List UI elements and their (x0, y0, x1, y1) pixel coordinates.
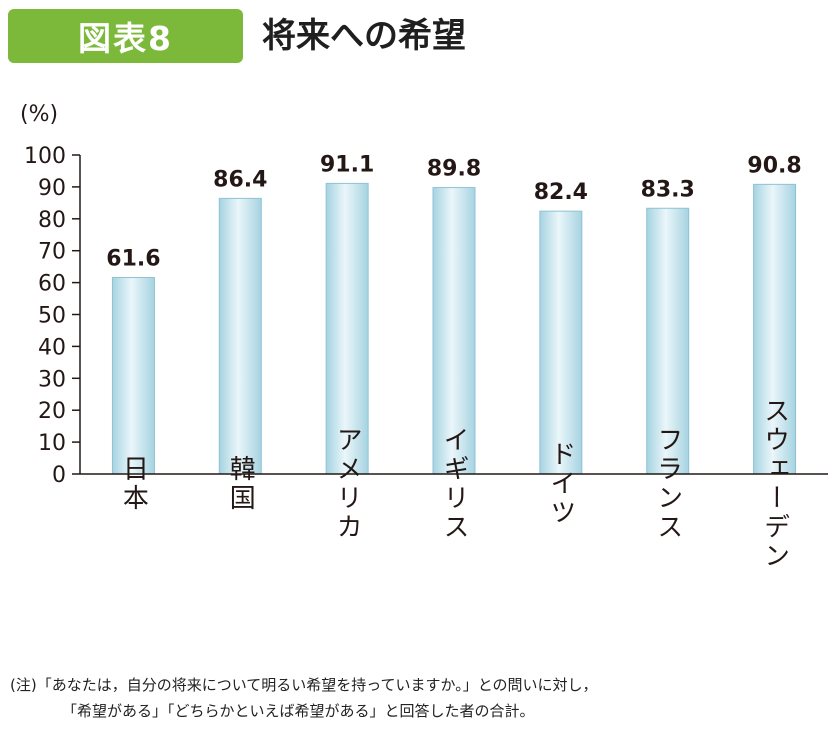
y-tick-label: 60 (38, 272, 66, 297)
footnote: (注)「あなたは，自分の将来について明るい希望を持っていますか。」との問いに対し… (10, 672, 836, 724)
y-tick-label: 50 (38, 304, 66, 329)
bar (325, 182, 369, 475)
y-tick-label: 80 (38, 208, 66, 233)
y-tick-label: 10 (38, 431, 66, 456)
category-label: イギリス (439, 426, 469, 542)
footnote-line-2: 「希望がある」「どちらかといえば希望がある」と回答した者の合計。 (62, 702, 535, 720)
bar-value-label: 82.4 (534, 180, 588, 205)
y-tick-label: 20 (38, 399, 66, 424)
category-label: 日本 (118, 455, 148, 513)
y-tick-label: 0 (52, 463, 66, 488)
category-label: フランス (653, 426, 683, 542)
y-tick-label: 30 (38, 367, 66, 392)
bar-value-label: 90.8 (747, 153, 801, 178)
bar-value-label: 89.8 (427, 157, 481, 182)
category-label: ドイツ (546, 441, 576, 528)
bar-value-label: 83.3 (641, 177, 695, 202)
bar (753, 183, 797, 475)
y-tick-label: 70 (38, 240, 66, 265)
y-tick-label: 90 (38, 176, 66, 201)
y-tick-label: 100 (24, 144, 66, 169)
figure-label-badge: 図表8 (8, 9, 243, 63)
bar-chart: 0 10 20 30 40 50 60 70 80 90 100 61.6 日本 86.4 韓国 91.1 ア… (24, 144, 828, 571)
y-tick-label: 40 (38, 335, 66, 360)
footnote-line-1: (注)「あなたは，自分の将来について明るい希望を持っていますか。」との問いに対し… (10, 676, 598, 694)
bar (432, 187, 476, 475)
chart-title: 将来への希望 (262, 16, 466, 56)
bar-value-label: 91.1 (320, 152, 374, 177)
bar (218, 197, 262, 475)
category-label: アメリカ (332, 426, 362, 542)
bar (539, 210, 583, 475)
bar (646, 207, 690, 475)
bar (111, 276, 155, 475)
bar-value-label: 61.6 (106, 246, 160, 271)
bar-value-label: 86.4 (213, 167, 267, 192)
category-label: スウェーデン (760, 397, 790, 571)
y-axis-unit-label: (%) (20, 102, 59, 127)
category-label: 韓国 (225, 455, 255, 513)
